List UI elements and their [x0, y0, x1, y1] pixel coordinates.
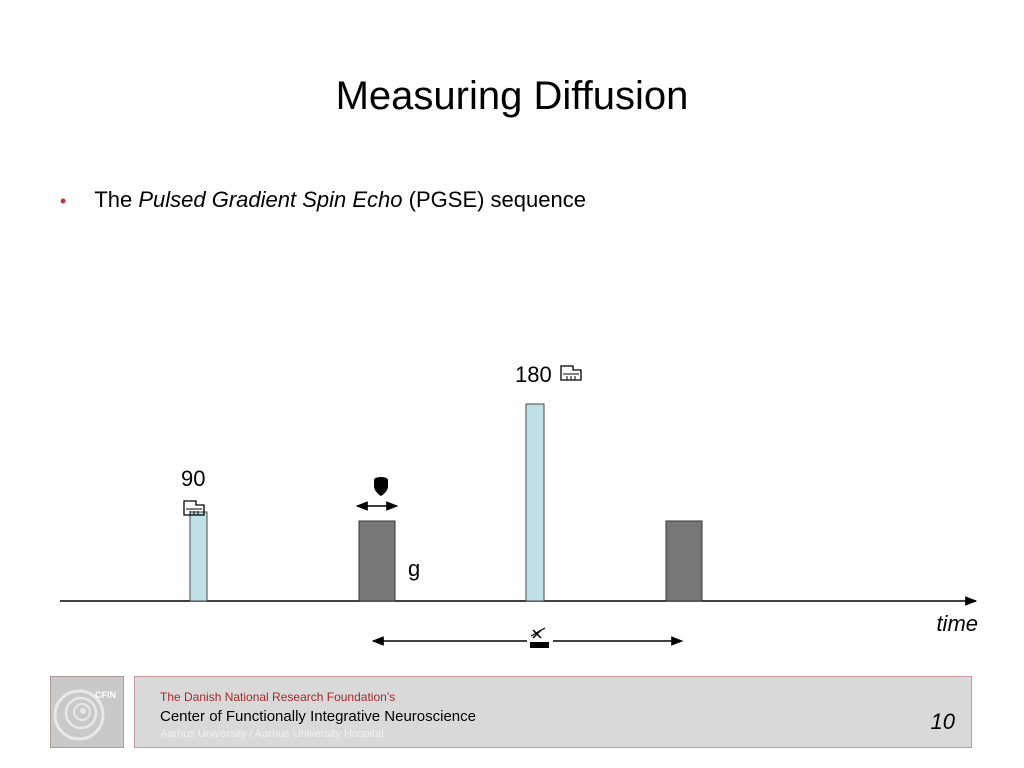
slide-title: Measuring Diffusion	[335, 74, 689, 118]
big-delta-symbol-icon	[530, 627, 549, 648]
pgse-sequence-diagram: time 90 g 180	[60, 362, 978, 648]
rf-pulse-180	[525, 403, 545, 602]
gradient-lobe-1	[358, 520, 396, 602]
degree-symbol-icon	[560, 365, 582, 381]
time-axis-label: time	[936, 611, 978, 636]
gradient-lobe-2	[665, 520, 703, 602]
center-name: Center of Functionally Integrative Neuro…	[160, 708, 476, 725]
cfin-logo: CFIN	[50, 676, 124, 748]
footer-info-box: The Danish National Research Foundation’…	[134, 676, 972, 748]
affiliation-text: Aarhus University / Aarhus University Ho…	[160, 728, 384, 740]
foundation-text: The Danish National Research Foundation’…	[160, 690, 396, 704]
rf-pulse-180-label: 180	[515, 362, 552, 387]
page-number: 10	[930, 709, 955, 734]
rf-pulse-90	[189, 511, 208, 602]
logo-text: CFIN	[95, 690, 116, 700]
rf-pulse-90-label: 90	[181, 466, 205, 491]
nautilus-logo-icon: CFIN	[53, 689, 116, 741]
bullet-suffix: (PGSE) sequence	[408, 187, 586, 212]
bullet-item: • The Pulsed Gradient Spin Echo (PGSE) se…	[60, 186, 586, 215]
gradient-label: g	[408, 556, 420, 581]
delta-symbol-icon	[374, 477, 388, 496]
bullet-prefix: The	[94, 187, 133, 212]
bullet-emphasis: Pulsed Gradient Spin Echo	[138, 187, 403, 212]
bullet-dot: •	[60, 191, 67, 211]
degree-symbol-icon	[183, 500, 205, 516]
slide-footer: CFIN The Danish National Research Founda…	[50, 676, 972, 748]
